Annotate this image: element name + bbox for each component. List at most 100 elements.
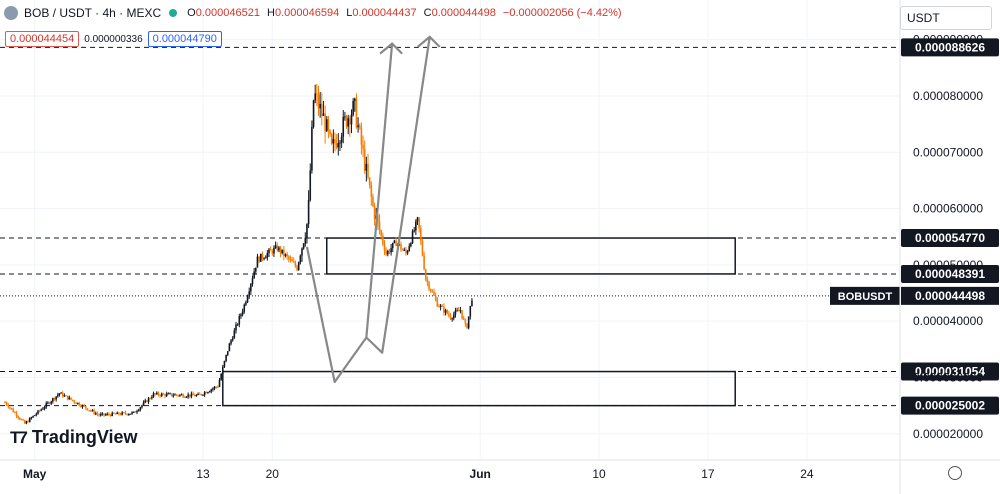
candle-body [391, 242, 394, 249]
candle-body [311, 126, 313, 171]
candle-body [288, 256, 290, 260]
candle-body [462, 317, 465, 320]
candle-body [83, 405, 85, 407]
y-tick-label: 0.000050000 [913, 258, 983, 272]
candle-body [233, 330, 236, 339]
buy-price-button[interactable]: 0.000044790 [147, 31, 222, 47]
tradingview-mark-icon: T7 [10, 427, 28, 447]
candle-body [459, 310, 462, 312]
candle-body [301, 248, 303, 256]
candle-body [344, 116, 346, 118]
candle-body [68, 397, 71, 400]
candle-body [57, 394, 59, 397]
candle-body [464, 319, 467, 324]
candle-body [137, 409, 140, 412]
candle-body [119, 414, 122, 416]
candle-body [332, 139, 335, 144]
candle-body [182, 394, 184, 398]
candle-body [20, 419, 23, 421]
candle-body [193, 395, 196, 397]
candle-body [43, 407, 46, 409]
candle-body [383, 243, 386, 251]
sell-price-button[interactable]: 0.000044454 [5, 31, 80, 47]
candle-body [449, 315, 452, 319]
y-tick-label: 0.000070000 [913, 145, 983, 159]
candle-body [439, 305, 442, 308]
candle-body [405, 249, 407, 254]
candle-body [342, 116, 345, 137]
candle-body [200, 394, 203, 396]
candle-body [273, 247, 275, 254]
symbol-title[interactable]: BOB / USDT · 4h · MEXC [24, 6, 162, 20]
candle-body [45, 403, 48, 408]
open-value: 0.000046521 [195, 7, 260, 19]
candle-body [198, 393, 201, 395]
market-open-icon [169, 9, 178, 17]
y-tick-label: 0.000080000 [913, 89, 983, 103]
candle-body [225, 354, 227, 361]
candle-body [85, 406, 87, 409]
candle-body [104, 414, 107, 416]
candle-body [65, 395, 67, 397]
grid-lines [0, 0, 900, 460]
candle-body [340, 136, 343, 143]
candle-body [292, 261, 295, 263]
candle-body [236, 324, 239, 326]
candle-body [266, 253, 269, 258]
candle-body [289, 259, 292, 261]
candle-body [286, 254, 288, 257]
candle-body [406, 250, 409, 254]
candle-body [395, 240, 397, 247]
candle-body [421, 240, 424, 256]
y-axis[interactable]: 0.000020000 0.000030000 0.000040000 0.00005… [913, 33, 983, 441]
candle-body [220, 373, 222, 381]
candle-body [30, 417, 33, 419]
candle-body [164, 394, 166, 397]
candle-body [329, 130, 331, 135]
currency-button[interactable]: USDT [900, 6, 992, 30]
settings-gear-icon[interactable] [948, 466, 962, 480]
candle-body [433, 292, 435, 296]
candle-body [423, 255, 425, 270]
candle-body [124, 412, 127, 414]
candle-body [24, 420, 26, 424]
candle-body [189, 394, 191, 397]
candle-body [350, 114, 353, 125]
candle-body [235, 324, 237, 331]
candle-body [431, 291, 434, 293]
candle-body [90, 410, 92, 412]
candle-body [5, 402, 8, 405]
candle-body [283, 249, 285, 256]
candle-body [33, 415, 36, 417]
candle-body [448, 313, 450, 316]
x-tick-label: 10 [592, 467, 606, 481]
candle-body [380, 230, 382, 236]
candle-body [14, 412, 16, 414]
candle-body [400, 244, 402, 250]
candle-body [185, 396, 188, 398]
high-value: 0.000046594 [274, 7, 340, 19]
tradingview-logo[interactable]: T7 TradingView [10, 427, 138, 448]
candle-body [240, 314, 242, 317]
x-axis[interactable]: May 13 20 Jun 10 17 24 [23, 467, 814, 481]
candle-body [368, 177, 371, 185]
candle-body [154, 393, 156, 395]
spread-value: 0.000000336 [84, 33, 143, 45]
candle-body [169, 393, 171, 395]
candle-body [32, 415, 34, 418]
candle-body [98, 414, 100, 416]
candle-body [144, 400, 147, 403]
candle-body [444, 310, 447, 313]
candle-body [215, 386, 217, 388]
projection-arrowhead [417, 35, 441, 48]
candle-body [453, 314, 455, 319]
price-levels: 0.000088626 0.000054770 0.000048391 0.00003… [0, 38, 999, 415]
candle-body [241, 311, 244, 315]
x-tick-label: Jun [470, 467, 491, 481]
candle-body [172, 395, 175, 397]
candle-body [426, 279, 429, 283]
candle-body [360, 127, 363, 145]
candle-body [349, 118, 351, 125]
candle-body [61, 392, 64, 397]
